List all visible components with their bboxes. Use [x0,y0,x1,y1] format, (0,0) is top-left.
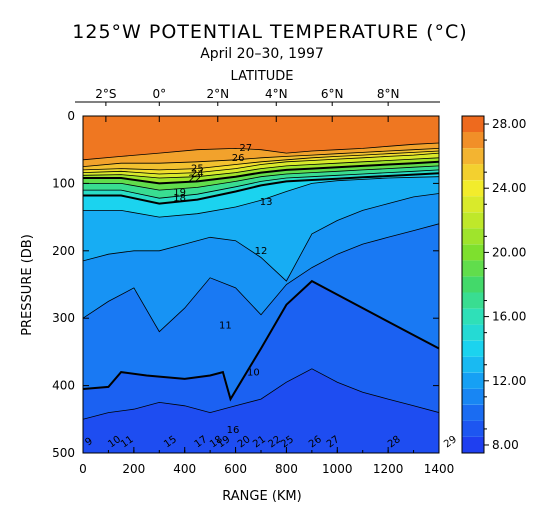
colorbar-segment [462,356,484,373]
colorbar-segment [462,420,484,437]
colorbar-segment [462,180,484,197]
contour-label: 27 [239,143,252,154]
isotherm-9 [83,368,439,420]
contour-label: 25 [191,163,204,174]
colorbar-segment [462,276,484,293]
contour-label: 13 [260,197,273,208]
y-tick-label: 200 [52,244,75,258]
x-tick-label: 1400 [424,462,455,476]
top-tick-label: 0° [152,87,166,101]
contour-label: 12 [255,246,268,257]
x-tick-label: 1200 [373,462,404,476]
contour-label: 22 [189,173,202,184]
y-tick-label: 400 [52,379,75,393]
isotherm-lines [83,142,439,420]
y-tick-label: 300 [52,311,75,325]
colorbar-segment [462,148,484,165]
isotherm-18 [83,165,439,191]
contour-label: 18 [173,193,186,204]
x-tick-label: 400 [173,462,196,476]
contour-label: 29 [442,434,459,450]
chart-subtitle: April 20–30, 1997 [200,46,324,62]
y-axis: 0 100 200 300 400 500 [52,109,439,460]
top-tick-label: 6°N [321,87,344,101]
colorbar-segment [462,212,484,229]
isotherm-10 [83,279,439,402]
colorbar-segment [462,196,484,213]
y-tick-label: 0 [67,109,75,123]
colorbar-tick-label: 28.00 [492,117,526,131]
colorbar-segment [462,308,484,325]
y-axis-label: PRESSURE (DB) [20,234,35,336]
contour-label: 11 [219,320,232,331]
contour-label: 16 [227,425,240,436]
contour-label: 9 [83,436,95,449]
colorbar-segment [462,260,484,277]
contour-label: 10 [247,368,260,379]
top-axis-label: LATITUDE [231,69,294,84]
colorbar-segment [462,244,484,261]
x-tick-label: 200 [122,462,145,476]
colorbar-segment [462,388,484,405]
colorbar-segment [462,164,484,181]
top-tick-label: 2°N [206,87,229,101]
isotherm-26 [83,148,439,167]
isotherm-22 [83,157,439,179]
y-tick-label: 500 [52,446,75,460]
isotherm-25 [83,150,439,171]
x-tick-label: 0 [79,462,87,476]
x-tick-label: 1000 [322,462,353,476]
isotherm-20 [83,160,439,185]
contour-label: 19 [173,188,186,199]
isotherm-13 [83,176,439,218]
y-tick-label: 100 [52,176,75,190]
colorbar-segment [462,228,484,245]
x-axis: 0 200 400 600 800 1000 1200 1400 [79,447,454,476]
top-tick-label: 4°N [265,87,288,101]
colorbar: 8.00 12.00 16.00 20.00 24.00 28.00 [461,115,526,454]
isotherm-24 [83,152,439,175]
colorbar-segment [462,132,484,148]
top-tick-label: 2°S [95,87,116,101]
temperature-field [83,116,439,453]
isotherm-11 [83,223,439,333]
contour-label: 26 [232,153,245,164]
colorbar-segment [462,437,484,453]
colorbar-tick-label: 24.00 [492,181,526,195]
colorbar-tick-label: 12.00 [492,374,526,388]
colorbar-segment [462,292,484,309]
colorbar-segment [462,324,484,341]
chart-title: 125°W POTENTIAL TEMPERATURE (°C) [72,21,467,43]
colorbar-tick-label: 8.00 [492,438,519,452]
top-latitude-axis: 2°S 0° 2°N 4°N 6°N 8°N [75,87,440,122]
colorbar-tick-label: 20.00 [492,245,526,259]
colorbar-segment [462,116,484,132]
colorbar-segment [462,340,484,357]
contour-label: 24 [191,169,204,180]
colorbar-segment [462,404,484,421]
x-tick-label: 800 [275,462,298,476]
top-tick-label: 8°N [377,87,400,101]
colorbar-tick-label: 16.00 [492,310,526,324]
isotherm-16 [83,169,439,199]
isotherm-15 [83,172,439,205]
colorbar-segment [462,372,484,389]
isotherm-12 [83,193,439,282]
x-axis-label: RANGE (KM) [222,489,301,504]
colorbar-frame [461,115,485,454]
isotherm-27 [83,142,439,161]
x-tick-label: 600 [224,462,247,476]
